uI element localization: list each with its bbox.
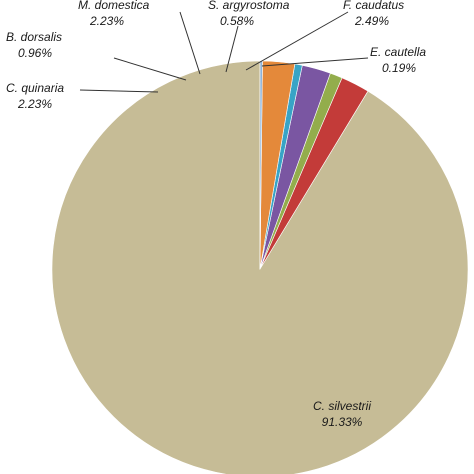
leader-line-e-cautella — [261, 57, 369, 67]
pie-slice-c-silvestrii — [51, 60, 469, 474]
slice-label-b-dorsalis: B. dorsalis — [6, 30, 62, 44]
leader-line-b-dorsalis — [113, 57, 187, 81]
leader-line-f-caudatus — [245, 11, 349, 71]
slice-label-c-silvestrii: C. silvestrii — [313, 399, 371, 413]
slice-label-s-argyrostoma: S. argyrostoma — [208, 0, 290, 12]
slice-percent-f-caudatus: 2.49% — [354, 14, 389, 28]
slice-label-c-quinaria: C. quinaria — [6, 81, 64, 95]
slice-percent-b-dorsalis: 0.96% — [18, 46, 52, 60]
slice-percent-c-silvestrii: 91.33% — [322, 415, 363, 429]
leader-line-m-domestica — [179, 11, 201, 75]
leader-line-c-quinaria — [79, 89, 159, 93]
leader-lines-group — [79, 11, 369, 93]
slice-percent-m-domestica: 2.23% — [89, 14, 124, 28]
slice-labels-group: C. silvestrii 91.33% C. quinaria 2.23% B. do… — [6, 0, 426, 429]
leader-line-s-argyrostoma — [225, 25, 239, 73]
slice-label-e-cautella: E. cautella — [370, 45, 426, 59]
slice-percent-c-quinaria: 2.23% — [17, 97, 52, 111]
slice-label-f-caudatus: F. caudatus — [343, 0, 404, 12]
slices-group — [51, 60, 469, 474]
slice-percent-s-argyrostoma: 0.58% — [220, 14, 254, 28]
slice-label-m-domestica: M. domestica — [78, 0, 150, 12]
slice-percent-e-cautella: 0.19% — [382, 61, 416, 75]
